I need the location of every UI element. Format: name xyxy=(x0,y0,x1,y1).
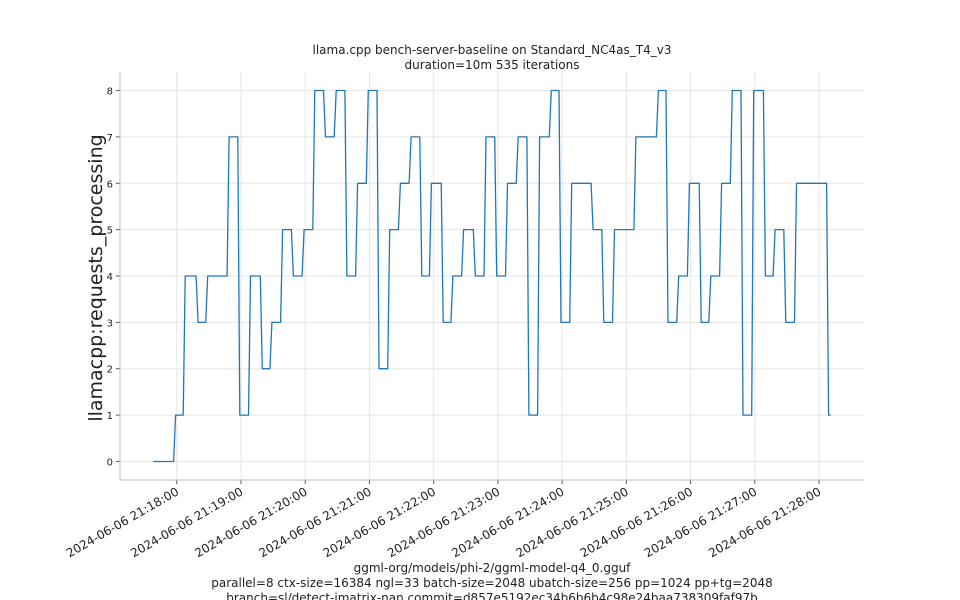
y-tick-label: 1 xyxy=(107,411,113,422)
y-tick-label: 2 xyxy=(107,365,113,376)
y-tick-label: 3 xyxy=(107,318,113,329)
y-tick-label: 5 xyxy=(107,226,113,237)
x-tick-label: 2024-06-06 21:24:00 xyxy=(449,484,566,560)
x-label-line-3: branch=sl/detect-imatrix-nan commit=d857… xyxy=(226,591,757,600)
x-label-line-2: parallel=8 ctx-size=16384 ngl=33 batch-s… xyxy=(211,576,772,590)
x-tick-label: 2024-06-06 21:19:00 xyxy=(128,484,245,560)
x-tick-label: 2024-06-06 21:20:00 xyxy=(192,484,309,560)
series-line xyxy=(153,89,831,463)
y-axis-label: llamacpp:requests_processing xyxy=(85,134,107,421)
x-label-line-1: ggml-org/models/phi-2/ggml-model-q4_0.gg… xyxy=(354,561,632,575)
y-tick-label: 6 xyxy=(107,179,113,190)
y-tick-label: 8 xyxy=(107,87,113,98)
x-tick-label: 2024-06-06 21:23:00 xyxy=(385,484,502,560)
requests-processing-line xyxy=(153,89,831,463)
grid xyxy=(120,72,864,480)
x-tick-label: 2024-06-06 21:18:00 xyxy=(64,484,181,560)
chart-subtitle: duration=10m 535 iterations xyxy=(405,58,580,72)
x-tick-label: 2024-06-06 21:25:00 xyxy=(513,484,630,560)
y-tick-label: 7 xyxy=(107,133,113,144)
x-tick-label: 2024-06-06 21:28:00 xyxy=(706,484,823,560)
x-tick-label: 2024-06-06 21:22:00 xyxy=(321,484,438,560)
y-tick-label: 0 xyxy=(107,457,113,468)
x-tick-label: 2024-06-06 21:26:00 xyxy=(578,484,695,560)
x-tick-label: 2024-06-06 21:21:00 xyxy=(257,484,374,560)
chart-title: llama.cpp bench-server-baseline on Stand… xyxy=(313,43,672,57)
y-tick-label: 4 xyxy=(107,272,113,283)
x-tick-label: 2024-06-06 21:27:00 xyxy=(642,484,759,560)
